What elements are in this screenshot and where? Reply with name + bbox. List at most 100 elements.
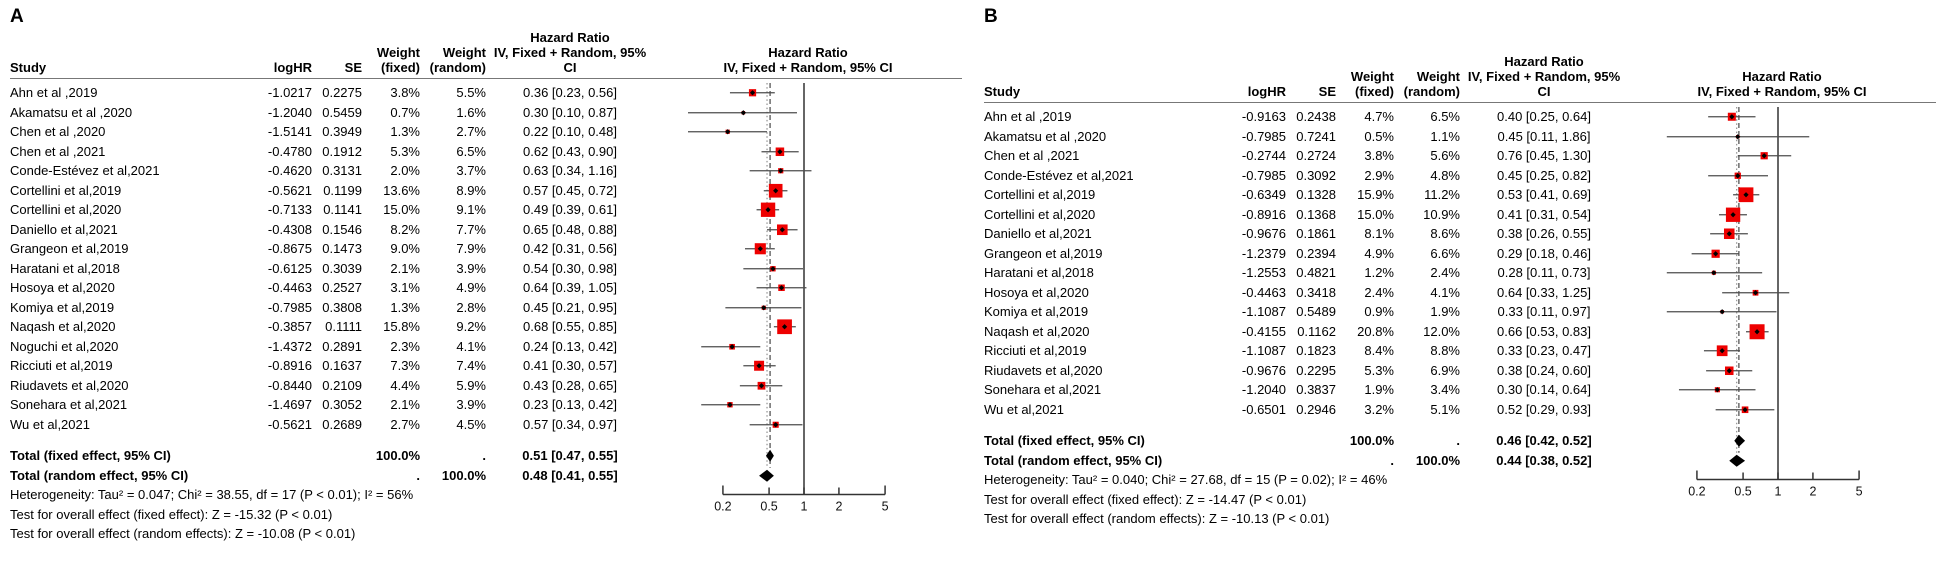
loghr-value: -0.7985 — [267, 299, 312, 315]
study-row: Naqash et al,2020 -0.3857 0.1111 15.8% 9.2% 0… — [10, 317, 962, 337]
se-value: 0.1368 — [1296, 206, 1336, 222]
weight-fixed-value: 3.8% — [1364, 148, 1394, 163]
point-center-diamond — [781, 324, 788, 330]
weight-fixed-value: 4.9% — [1364, 245, 1394, 261]
study-row: Naqash et al,2020 -0.4155 0.1162 20.8% 12.0%… — [984, 322, 1936, 342]
weight-random-value: 6.5% — [456, 143, 486, 159]
weight-random-value: 4.9% — [456, 280, 486, 295]
total-fixed-row: Total (fixed effect, 95% CI) 100.0% . 0.… — [10, 446, 962, 466]
study-name: Cortellini et al,2020 — [984, 206, 1096, 222]
total-fixed-weight-fixed: 100.0% — [1349, 433, 1394, 448]
study-name: Conde-Estévez et al,2021 — [984, 167, 1134, 183]
study-row: Akamatsu et al ,2020 -1.2040 0.5459 0.7% 1.6… — [10, 103, 962, 123]
column-header-hazard-ratio-plot: Hazard Ratio IV, Fixed + Random, 95% CI — [723, 45, 893, 75]
hr-ci-value: 0.40 [0.25, 0.64] — [1497, 109, 1591, 124]
hr-ci-value: 0.66 [0.53, 0.83] — [1497, 323, 1591, 339]
column-header-hazard-ratio-text: Hazard Ratio IV, Fixed + Random, 95% CI — [493, 30, 647, 75]
study-name: Chen et al ,2021 — [10, 143, 106, 159]
total-random-weight-fixed: . — [1390, 452, 1394, 468]
axis-tick-label: 1 — [801, 500, 808, 514]
study-name: Chen et al ,2021 — [984, 148, 1080, 163]
column-header-loghr: logHR — [1247, 84, 1286, 99]
weight-fixed-value: 9.0% — [390, 241, 420, 256]
weight-fixed-value: 5.3% — [1364, 362, 1394, 378]
study-name: Ahn et al ,2019 — [10, 85, 98, 100]
weight-fixed-value: 15.9% — [1357, 187, 1394, 202]
se-value: 0.1162 — [1297, 323, 1336, 339]
loghr-value: -0.6349 — [1241, 187, 1286, 202]
study-row: Chen et al ,2021 -0.2744 0.2724 3.8% 5.6% 0.7… — [984, 146, 1936, 166]
se-value: 0.1199 — [323, 182, 362, 198]
loghr-value: -1.1087 — [1241, 343, 1286, 358]
study-name: Hosoya et al,2020 — [984, 284, 1089, 300]
study-name: Cortellini et al,2020 — [10, 202, 122, 217]
total-random-weight-fixed: . — [416, 467, 420, 483]
loghr-value: -0.7985 — [1241, 167, 1286, 183]
weight-random-value: 4.1% — [1430, 284, 1460, 300]
study-row: Ricciuti et al,2019 -1.1087 0.1823 8.4% 8.8%… — [984, 341, 1936, 361]
study-name: Ricciuti et al,2019 — [10, 358, 113, 373]
weight-fixed-value: 4.4% — [390, 377, 420, 393]
point-center-diamond — [1735, 134, 1741, 140]
study-row: Conde-Estévez et al,2021 -0.7985 0.3092 2.9… — [984, 166, 1936, 186]
weight-fixed-value: 20.8% — [1357, 323, 1394, 339]
study-row: Riudavets et al,2020 -0.9676 0.2295 5.3% 6.9… — [984, 361, 1936, 381]
study-name: Naqash et al,2020 — [984, 323, 1090, 339]
hr-ci-value: 0.45 [0.25, 0.82] — [1497, 167, 1591, 183]
loghr-value: -0.4155 — [1241, 323, 1286, 339]
study-name: Daniello et al,2021 — [10, 221, 118, 237]
se-value: 0.2275 — [322, 85, 362, 100]
study-row: Sonehara et al,2021 -1.2040 0.3837 1.9% 3.4%… — [984, 380, 1936, 400]
loghr-value: -0.4780 — [267, 143, 312, 159]
loghr-value: -1.2553 — [1241, 265, 1286, 280]
se-value: 0.3092 — [1296, 167, 1336, 183]
weight-fixed-value: 5.3% — [390, 143, 420, 159]
diamond-fixed — [765, 449, 774, 462]
study-row: Komiya et al,2019 -0.7985 0.3808 1.3% 2.8% 0.… — [10, 298, 962, 318]
panel-b-label: B — [984, 6, 998, 27]
loghr-value: -0.9676 — [1241, 226, 1286, 241]
study-name: Wu et al,2021 — [984, 401, 1064, 417]
weight-random-value: 4.5% — [456, 416, 486, 432]
hr-ci-value: 0.41 [0.31, 0.54] — [1497, 206, 1591, 222]
se-value: 0.1912 — [322, 143, 362, 159]
hr-ci-value: 0.33 [0.11, 0.97] — [1497, 304, 1591, 319]
hr-ci-value: 0.52 [0.29, 0.93] — [1497, 401, 1591, 417]
column-header-se: SE — [1318, 84, 1336, 99]
se-value: 0.5489 — [1296, 304, 1336, 319]
hr-ci-value: 0.63 [0.34, 1.16] — [523, 163, 617, 178]
weight-fixed-value: 4.7% — [1364, 109, 1394, 124]
panel-b: B Study logHR SE Weight (fixed) Weight (ra… — [974, 0, 1948, 544]
hr-ci-value: 0.62 [0.43, 0.90] — [523, 143, 617, 159]
weight-random-value: 8.6% — [1430, 226, 1460, 241]
column-header-weight-random: Weight (random) — [429, 45, 486, 75]
hr-ci-value: 0.64 [0.33, 1.25] — [1497, 284, 1591, 300]
loghr-value: -0.7985 — [1241, 128, 1286, 144]
hr-ci-value: 0.68 [0.55, 0.85] — [523, 319, 617, 334]
column-header-study: Study — [10, 60, 47, 75]
panel-a-label: A — [10, 6, 24, 27]
study-name: Riudavets et al,2020 — [984, 362, 1103, 378]
column-header-hazard-ratio-text: Hazard Ratio IV, Fixed + Random, 95% CI — [1467, 54, 1621, 99]
weight-random-value: 2.4% — [1430, 265, 1460, 280]
hr-ci-value: 0.45 [0.11, 1.86] — [1497, 128, 1591, 144]
total-random-hr-ci: 0.48 [0.41, 0.55] — [522, 467, 618, 483]
total-random-hr-ci: 0.44 [0.38, 0.52] — [1496, 452, 1592, 468]
loghr-value: -0.5621 — [267, 182, 312, 198]
point-center-diamond — [1754, 329, 1760, 335]
hr-ci-value: 0.29 [0.18, 0.46] — [1497, 245, 1591, 261]
hr-ci-value: 0.38 [0.24, 0.60] — [1497, 362, 1591, 378]
loghr-value: -0.5621 — [267, 416, 312, 432]
total-fixed-label: Total (fixed effect, 95% CI) — [10, 448, 171, 463]
header-rule — [984, 102, 1936, 103]
weight-random-value: 5.5% — [456, 85, 486, 100]
total-random-row: Total (random effect, 95% CI) . 100.0% 0… — [984, 451, 1936, 471]
study-name: Akamatsu et al ,2020 — [984, 128, 1107, 144]
weight-fixed-value: 2.1% — [390, 260, 420, 276]
loghr-value: -1.2040 — [1241, 382, 1286, 397]
se-value: 0.3808 — [322, 299, 362, 315]
weight-random-value: 3.9% — [456, 260, 486, 276]
loghr-value: -1.2379 — [1241, 245, 1286, 261]
hr-ci-value: 0.30 [0.10, 0.87] — [523, 104, 617, 120]
se-value: 0.3039 — [322, 260, 362, 276]
